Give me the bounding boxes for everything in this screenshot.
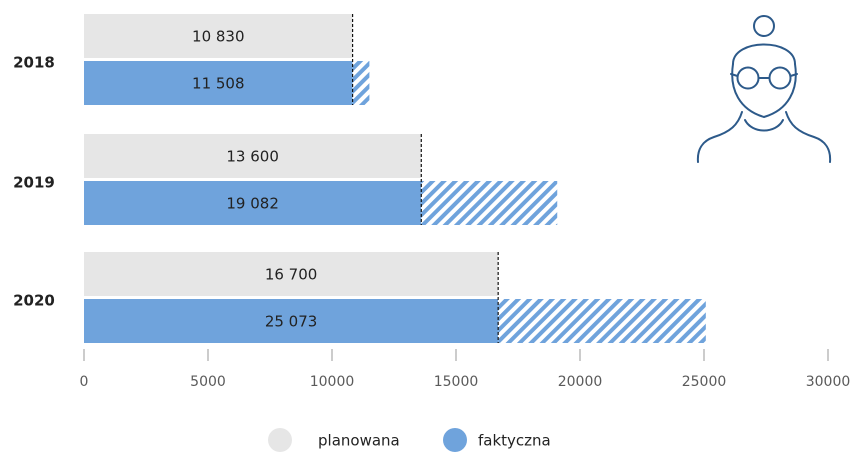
x-tick-label-25000: 25000 [682, 374, 727, 390]
value-label-planned-2020: 16 700 [265, 266, 318, 284]
bar-actual-2019 [84, 181, 422, 225]
woman-with-glasses-icon [696, 15, 832, 163]
bar-actual-excess-2019 [421, 181, 558, 225]
legend-label-planowana: planowana [318, 432, 400, 450]
legend-swatch-planowana [268, 428, 292, 452]
x-tick-label-30000: 30000 [806, 374, 851, 390]
legend-swatch-faktyczna [443, 428, 467, 452]
value-label-planned-2018: 10 830 [192, 28, 245, 46]
value-label-planned-2019: 13 600 [226, 148, 279, 166]
x-tick-label-20000: 20000 [558, 374, 603, 390]
x-tick-label-0: 0 [80, 374, 89, 390]
bar-planned-2019 [84, 134, 422, 178]
value-label-actual-2019: 19 082 [226, 195, 279, 213]
value-label-actual-2018: 11 508 [192, 75, 245, 93]
bar-planned-2018 [84, 14, 353, 58]
category-label-2019: 2019 [13, 174, 55, 192]
value-label-actual-2020: 25 073 [265, 313, 318, 331]
bar-actual-2020 [84, 299, 499, 343]
bar-actual-excess-2020 [498, 299, 706, 343]
category-label-2020: 2020 [13, 292, 55, 310]
bar-actual-2018 [84, 61, 353, 105]
bar-actual-excess-2018 [352, 61, 370, 105]
x-tick-label-10000: 10000 [310, 374, 355, 390]
category-label-2018: 2018 [13, 54, 55, 72]
x-tick-label-15000: 15000 [434, 374, 479, 390]
legend-label-faktyczna: faktyczna [478, 432, 551, 450]
x-tick-label-5000: 5000 [190, 374, 226, 390]
bar-planned-2020 [84, 252, 499, 296]
